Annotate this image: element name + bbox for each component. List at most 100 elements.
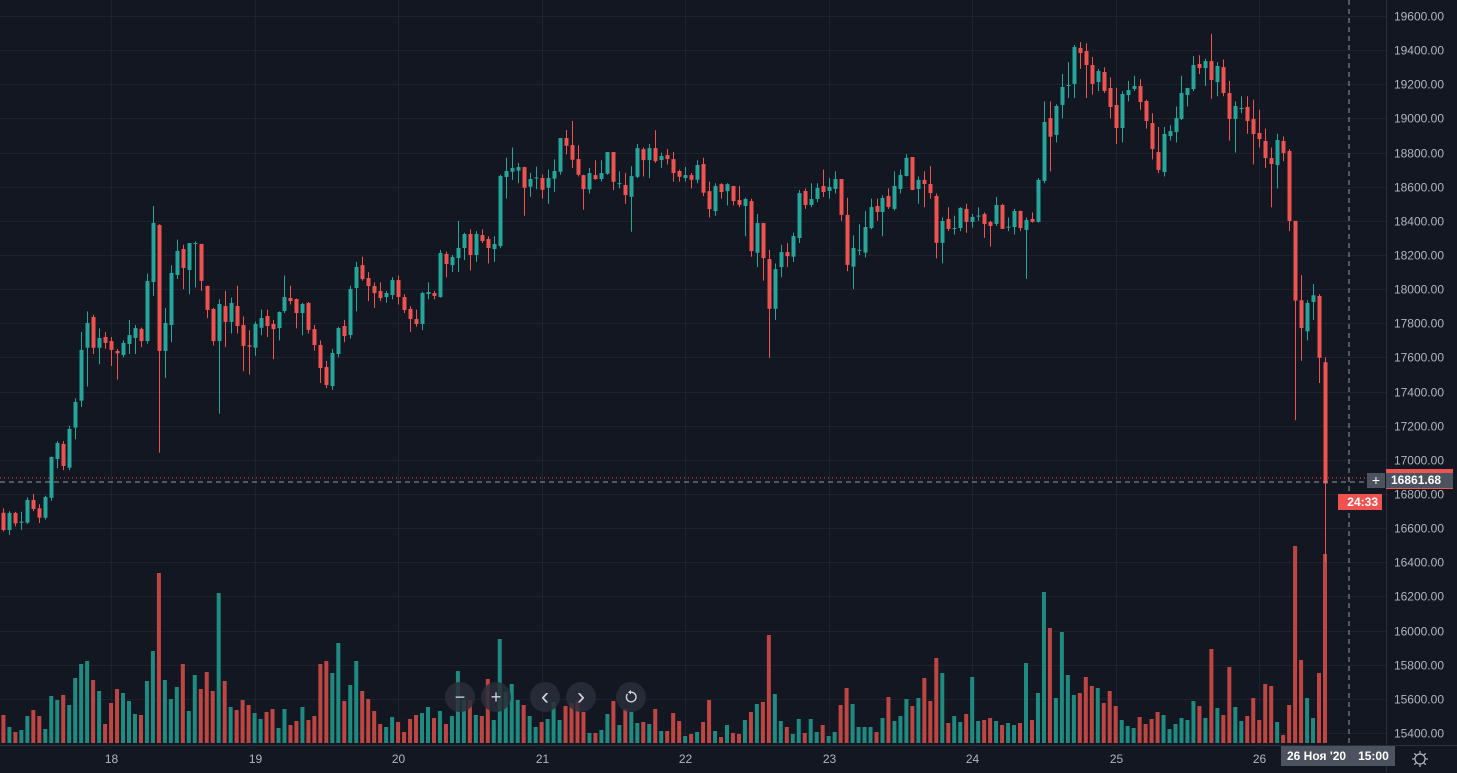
crosshair-price-label: 16861.68 xyxy=(1386,473,1453,488)
volume-bar xyxy=(916,698,921,743)
volume-bar xyxy=(330,673,335,743)
price-tick-label: 15400.00 xyxy=(1394,727,1444,741)
volume-bar xyxy=(1071,695,1076,743)
candle-body xyxy=(97,337,102,348)
price-axis-bg[interactable] xyxy=(1386,0,1457,745)
candle-body xyxy=(1030,218,1035,222)
volume-bar xyxy=(1131,728,1136,743)
candle-body xyxy=(330,352,335,387)
volume-bar xyxy=(73,678,78,743)
price-tick-label: 17000.00 xyxy=(1394,454,1444,468)
gear-icon[interactable] xyxy=(1411,750,1429,768)
volume-bar xyxy=(629,712,634,743)
candle-body xyxy=(809,199,814,205)
candle-body xyxy=(1185,88,1190,96)
volume-bar xyxy=(994,721,999,743)
volume-bar xyxy=(593,733,598,743)
candle-body xyxy=(552,171,557,179)
volume-bar xyxy=(509,684,514,743)
candle-body xyxy=(719,184,724,193)
volume-bar xyxy=(1083,677,1088,743)
volume-bar xyxy=(348,685,353,743)
volume-bar xyxy=(420,713,425,743)
time-axis[interactable]: 18 19 20 21 22 23 24 25 26 xyxy=(105,752,1267,766)
volume-bar xyxy=(868,727,873,743)
volume-bar xyxy=(982,720,987,743)
candle-body xyxy=(576,159,581,175)
volume-bar xyxy=(1209,649,1214,743)
volume-bar xyxy=(1179,718,1184,743)
price-axis[interactable]: 19600.00 19400.00 19200.00 19000.00 18800.00… xyxy=(1394,10,1444,741)
volume-bar xyxy=(408,719,413,743)
price-tick-label: 15600.00 xyxy=(1394,693,1444,707)
volume-bar xyxy=(342,701,347,743)
volume-bar xyxy=(904,699,909,743)
candle-body xyxy=(19,521,24,523)
candle-body xyxy=(522,167,527,188)
zoom-out-button[interactable]: − xyxy=(445,682,475,712)
price-tick-label: 16400.00 xyxy=(1394,556,1444,570)
volume-bar xyxy=(539,722,544,743)
candle-body xyxy=(1257,132,1262,140)
candle-body xyxy=(1120,94,1125,128)
volume-bar xyxy=(719,737,724,743)
time-tick-label: 21 xyxy=(536,752,550,766)
candle-body xyxy=(581,175,586,190)
volume-bar xyxy=(79,664,84,743)
volume-bar xyxy=(545,719,550,743)
candle-body xyxy=(922,179,927,184)
candle-body xyxy=(462,234,467,249)
candle-body xyxy=(205,285,210,310)
price-tick-label: 19400.00 xyxy=(1394,44,1444,58)
candle-body xyxy=(271,323,276,330)
volume-bar xyxy=(246,705,251,743)
candle-body xyxy=(91,316,96,348)
volume-bar xyxy=(103,724,108,743)
candle-body xyxy=(1156,152,1161,170)
reset-chart-button[interactable] xyxy=(616,682,646,712)
price-tick-label: 18600.00 xyxy=(1394,181,1444,195)
candle-body xyxy=(277,312,282,329)
volume-bar xyxy=(1053,698,1058,743)
candle-body xyxy=(851,248,856,267)
volume-bar xyxy=(91,680,96,743)
candle-body xyxy=(940,221,945,243)
scroll-right-button[interactable]: › xyxy=(566,682,596,712)
candle-body xyxy=(869,207,874,229)
scroll-left-button[interactable]: ‹ xyxy=(530,682,560,712)
candle-body xyxy=(1299,300,1304,329)
volume-bar xyxy=(766,635,771,743)
candle-body xyxy=(1012,210,1017,228)
candle-body xyxy=(1048,118,1053,137)
candle-body xyxy=(833,179,838,189)
volume-bar xyxy=(1006,723,1011,743)
candle-body xyxy=(534,177,539,179)
volume-bar xyxy=(252,713,257,743)
volume-bar xyxy=(1185,720,1190,743)
candle-body xyxy=(1233,105,1238,119)
candle-body xyxy=(1000,204,1005,229)
candle-body xyxy=(1269,158,1274,165)
volume-bar xyxy=(1047,628,1052,743)
candle-body xyxy=(115,350,120,354)
candle-body xyxy=(1042,122,1047,181)
candle-body xyxy=(193,243,198,245)
candle-body xyxy=(958,207,963,229)
crosshair-add-button[interactable]: + xyxy=(1367,473,1385,488)
candle-body xyxy=(605,152,610,174)
candle-body xyxy=(982,214,987,224)
chevron-right-icon: › xyxy=(577,683,585,710)
volume-bar xyxy=(551,702,556,743)
volume-bar xyxy=(43,729,48,743)
candle-body xyxy=(61,443,66,467)
candle-body xyxy=(659,155,664,161)
candle-body xyxy=(288,298,293,302)
zoom-in-button[interactable]: + xyxy=(481,682,511,712)
candle-body xyxy=(1,512,6,531)
volume-bar xyxy=(611,701,616,743)
price-tick-label: 15800.00 xyxy=(1394,659,1444,673)
candle-body xyxy=(665,155,670,160)
volume-bar xyxy=(730,733,735,743)
volume-bar xyxy=(1281,735,1286,743)
